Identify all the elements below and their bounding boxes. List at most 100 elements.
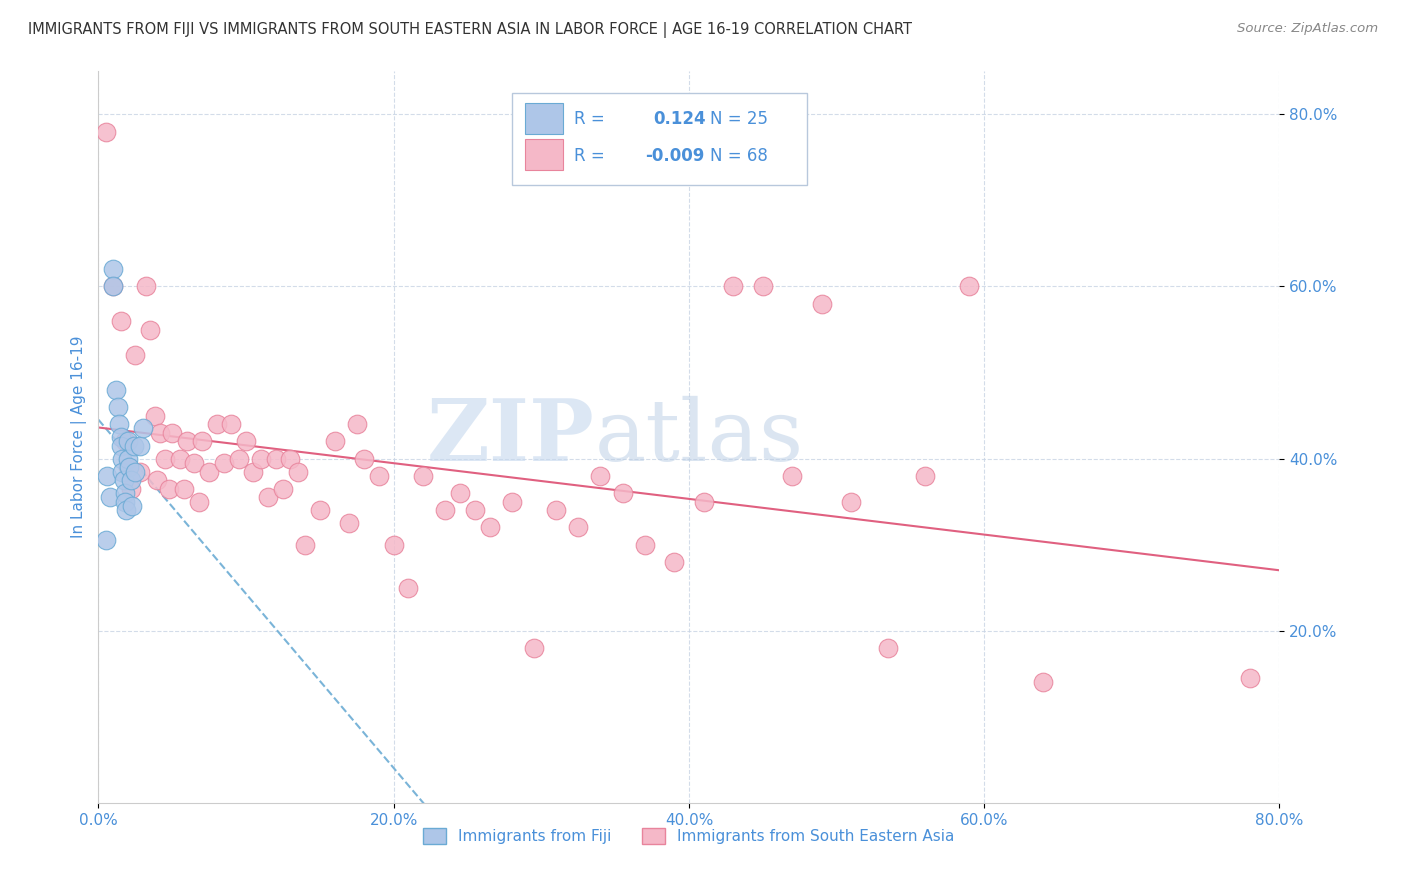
Text: N = 68: N = 68: [710, 146, 768, 165]
Point: [693, 494, 716, 508]
Point: [107, 400, 129, 414]
Point: [464, 503, 486, 517]
FancyBboxPatch shape: [524, 103, 562, 134]
Point: [153, 451, 176, 466]
Point: [664, 555, 686, 569]
Text: 0.124: 0.124: [654, 110, 706, 128]
Point: [242, 465, 264, 479]
Text: ZIP: ZIP: [426, 395, 595, 479]
Point: [98, 491, 121, 505]
Point: [434, 503, 457, 517]
Point: [124, 465, 146, 479]
Point: [176, 434, 198, 449]
Point: [235, 434, 257, 449]
Point: [612, 486, 634, 500]
Point: [191, 434, 214, 449]
Point: [198, 465, 221, 479]
Point: [128, 465, 150, 479]
Point: [157, 482, 180, 496]
Point: [111, 465, 134, 479]
Text: atlas: atlas: [595, 395, 804, 479]
Point: [752, 279, 775, 293]
Point: [146, 473, 169, 487]
Point: [368, 468, 391, 483]
Point: [398, 581, 420, 595]
Text: Source: ZipAtlas.com: Source: ZipAtlas.com: [1237, 22, 1378, 36]
Text: R =: R =: [575, 146, 605, 165]
Point: [212, 456, 235, 470]
Point: [1032, 675, 1054, 690]
Point: [124, 348, 146, 362]
Point: [169, 451, 191, 466]
Point: [523, 640, 546, 655]
Point: [841, 494, 863, 508]
Point: [323, 434, 346, 449]
Point: [103, 279, 125, 293]
Point: [782, 468, 804, 483]
Point: [117, 451, 139, 466]
Point: [1239, 671, 1261, 685]
Point: [110, 314, 132, 328]
Point: [589, 468, 612, 483]
Point: [132, 421, 155, 435]
Point: [877, 640, 900, 655]
Point: [114, 494, 136, 508]
Point: [173, 482, 195, 496]
Point: [264, 451, 287, 466]
Point: [723, 279, 745, 293]
Point: [914, 468, 936, 483]
Text: IMMIGRANTS FROM FIJI VS IMMIGRANTS FROM SOUTH EASTERN ASIA IN LABOR FORCE | AGE : IMMIGRANTS FROM FIJI VS IMMIGRANTS FROM …: [28, 22, 912, 38]
Point: [205, 417, 228, 432]
Point: [449, 486, 471, 500]
Point: [271, 482, 294, 496]
Y-axis label: In Labor Force | Age 16-19: In Labor Force | Age 16-19: [72, 335, 87, 539]
Point: [118, 460, 141, 475]
Point: [120, 473, 142, 487]
Point: [294, 538, 316, 552]
Point: [309, 503, 332, 517]
Point: [346, 417, 368, 432]
Point: [257, 491, 280, 505]
Point: [810, 296, 832, 310]
Point: [117, 434, 139, 449]
FancyBboxPatch shape: [512, 94, 807, 185]
Point: [115, 503, 138, 517]
Point: [280, 451, 302, 466]
Point: [149, 425, 172, 440]
Point: [183, 456, 205, 470]
FancyBboxPatch shape: [524, 139, 562, 170]
Point: [162, 425, 183, 440]
Point: [339, 516, 361, 530]
Point: [187, 494, 209, 508]
Point: [114, 434, 136, 449]
Point: [94, 125, 117, 139]
Point: [96, 468, 118, 483]
Point: [114, 486, 136, 500]
Point: [287, 465, 309, 479]
Point: [478, 520, 501, 534]
Point: [567, 520, 589, 534]
Point: [143, 409, 166, 423]
Point: [94, 533, 117, 548]
Point: [501, 494, 523, 508]
Point: [353, 451, 375, 466]
Point: [250, 451, 273, 466]
Legend: Immigrants from Fiji, Immigrants from South Eastern Asia: Immigrants from Fiji, Immigrants from So…: [418, 822, 960, 850]
Point: [128, 439, 150, 453]
Point: [634, 538, 657, 552]
Text: R =: R =: [575, 110, 605, 128]
Text: N = 25: N = 25: [710, 110, 768, 128]
Point: [221, 417, 243, 432]
Text: -0.009: -0.009: [645, 146, 704, 165]
Point: [412, 468, 434, 483]
Point: [110, 439, 132, 453]
Point: [108, 417, 131, 432]
Point: [228, 451, 250, 466]
Point: [121, 499, 143, 513]
Point: [112, 473, 135, 487]
Point: [122, 439, 145, 453]
Point: [103, 262, 125, 277]
Point: [111, 451, 134, 466]
Point: [546, 503, 568, 517]
Point: [139, 322, 162, 336]
